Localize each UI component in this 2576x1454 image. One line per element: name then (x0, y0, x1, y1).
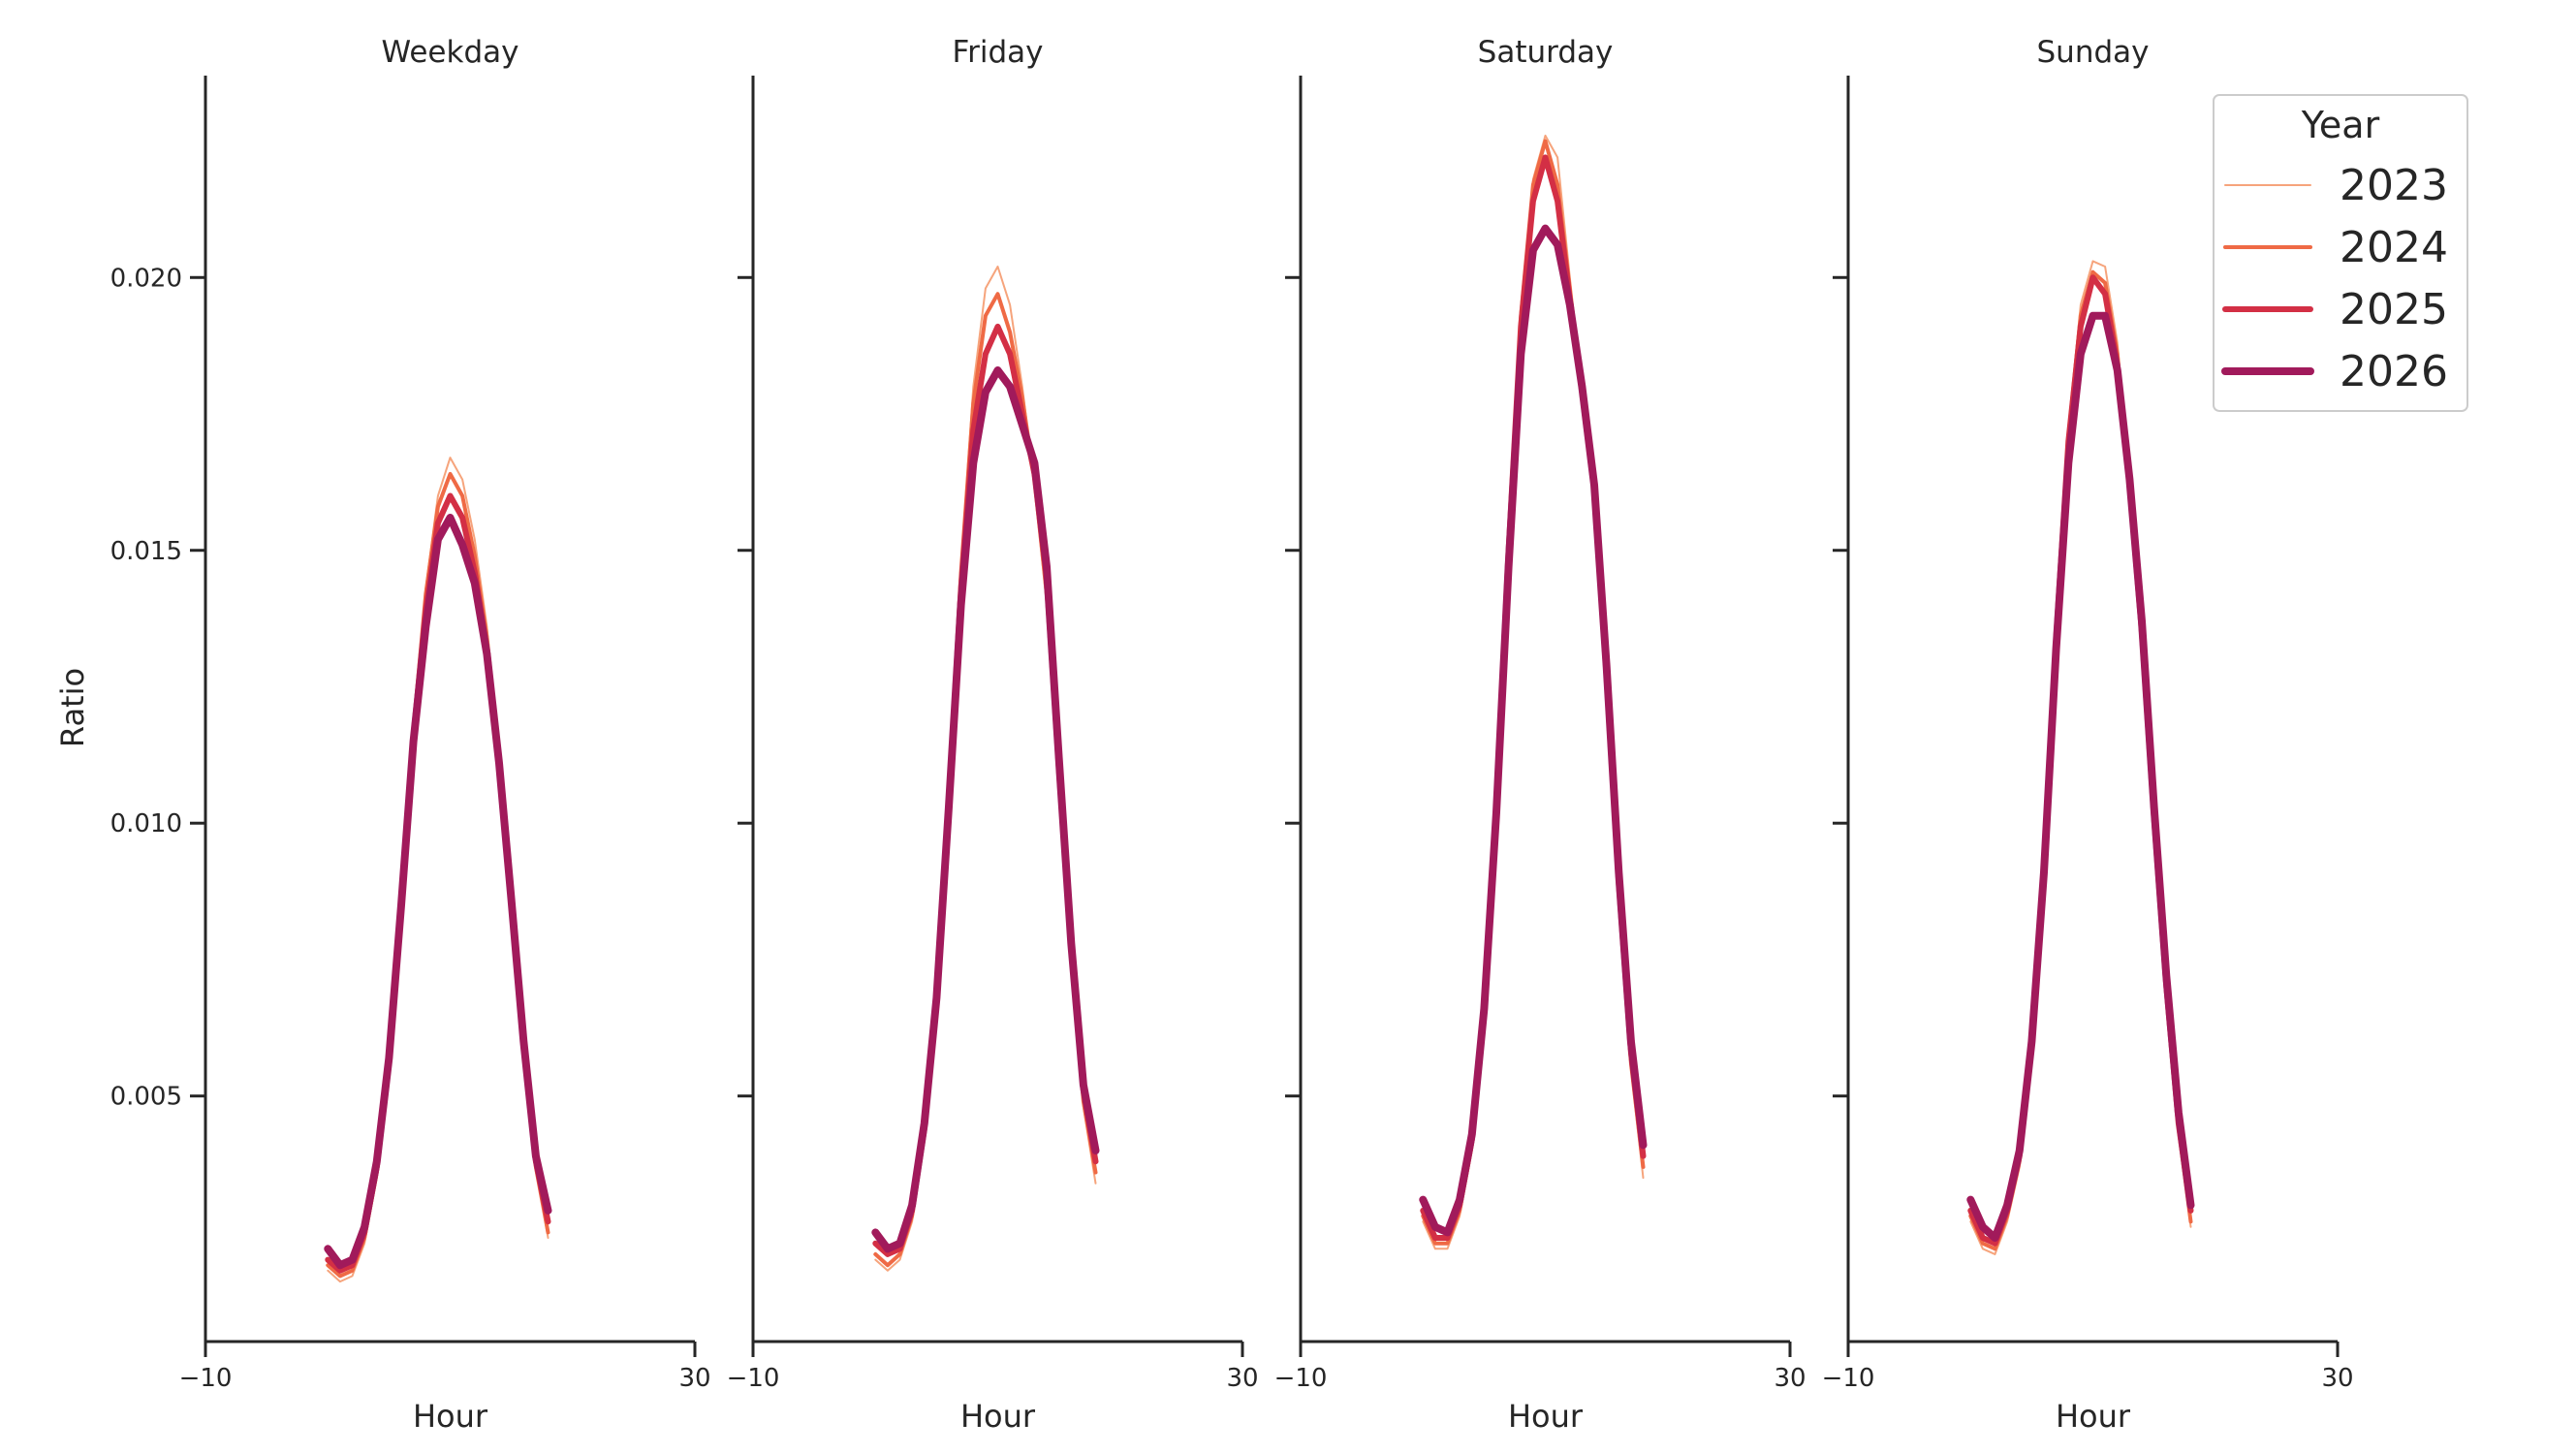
legend: Year 2023 2024 2025 2026 (2213, 94, 2468, 412)
y-axis-label: Ratio (54, 668, 91, 747)
y-tick-label: 0.005 (110, 1083, 182, 1112)
x-axis-label: Hour (1508, 1398, 1584, 1435)
legend-label: 2024 (2340, 223, 2448, 272)
y-tick-label: 0.010 (110, 809, 182, 838)
panel-title: Friday (953, 35, 1044, 70)
x-tick-label: 30 (1226, 1364, 1258, 1393)
legend-frame (2213, 94, 2468, 412)
legend-label: 2026 (2340, 347, 2448, 396)
legend-label: 2025 (2340, 285, 2448, 334)
series-line-2024 (1968, 269, 2193, 1251)
series-line-2024 (326, 471, 550, 1279)
legend-title: Year (2301, 104, 2380, 146)
series-line-2026 (871, 366, 1100, 1253)
series-line-2026 (1966, 311, 2195, 1242)
panel-saturday: Saturday −10 30 Hour (1274, 35, 1806, 1435)
x-tick-label: −10 (727, 1364, 780, 1393)
x-tick-label: 30 (2321, 1364, 2353, 1393)
x-tick-label: −10 (179, 1364, 233, 1393)
y-tick-label: 0.020 (110, 264, 182, 293)
panel-weekday: Weekday 0.005 0.010 0.015 0.020 −10 30 Hour (110, 35, 711, 1435)
series-line-2023 (327, 457, 550, 1283)
x-tick-label: −10 (1274, 1364, 1328, 1393)
series-line-2025 (1967, 274, 2194, 1247)
x-tick-label: 30 (1774, 1364, 1806, 1393)
panel-friday: Friday −10 30 Hour (727, 35, 1259, 1435)
series-line-2026 (324, 514, 552, 1270)
y-tick-label: 0.015 (110, 537, 182, 566)
x-tick-label: −10 (1822, 1364, 1875, 1393)
series-line-2025 (325, 492, 551, 1274)
panel-title: Sunday (2037, 35, 2150, 70)
panel-title: Saturday (1478, 35, 1614, 70)
x-tick-label: 30 (678, 1364, 710, 1393)
x-axis-label: Hour (960, 1398, 1036, 1435)
x-axis-label: Hour (2056, 1398, 2131, 1435)
x-axis-label: Hour (413, 1398, 488, 1435)
series-line-2023 (1969, 260, 2192, 1255)
series-line-2026 (1419, 224, 1648, 1237)
legend-label: 2023 (2340, 161, 2448, 210)
panel-sunday: Sunday −10 30 Hour (1822, 35, 2354, 1435)
panel-title: Weekday (382, 35, 519, 70)
